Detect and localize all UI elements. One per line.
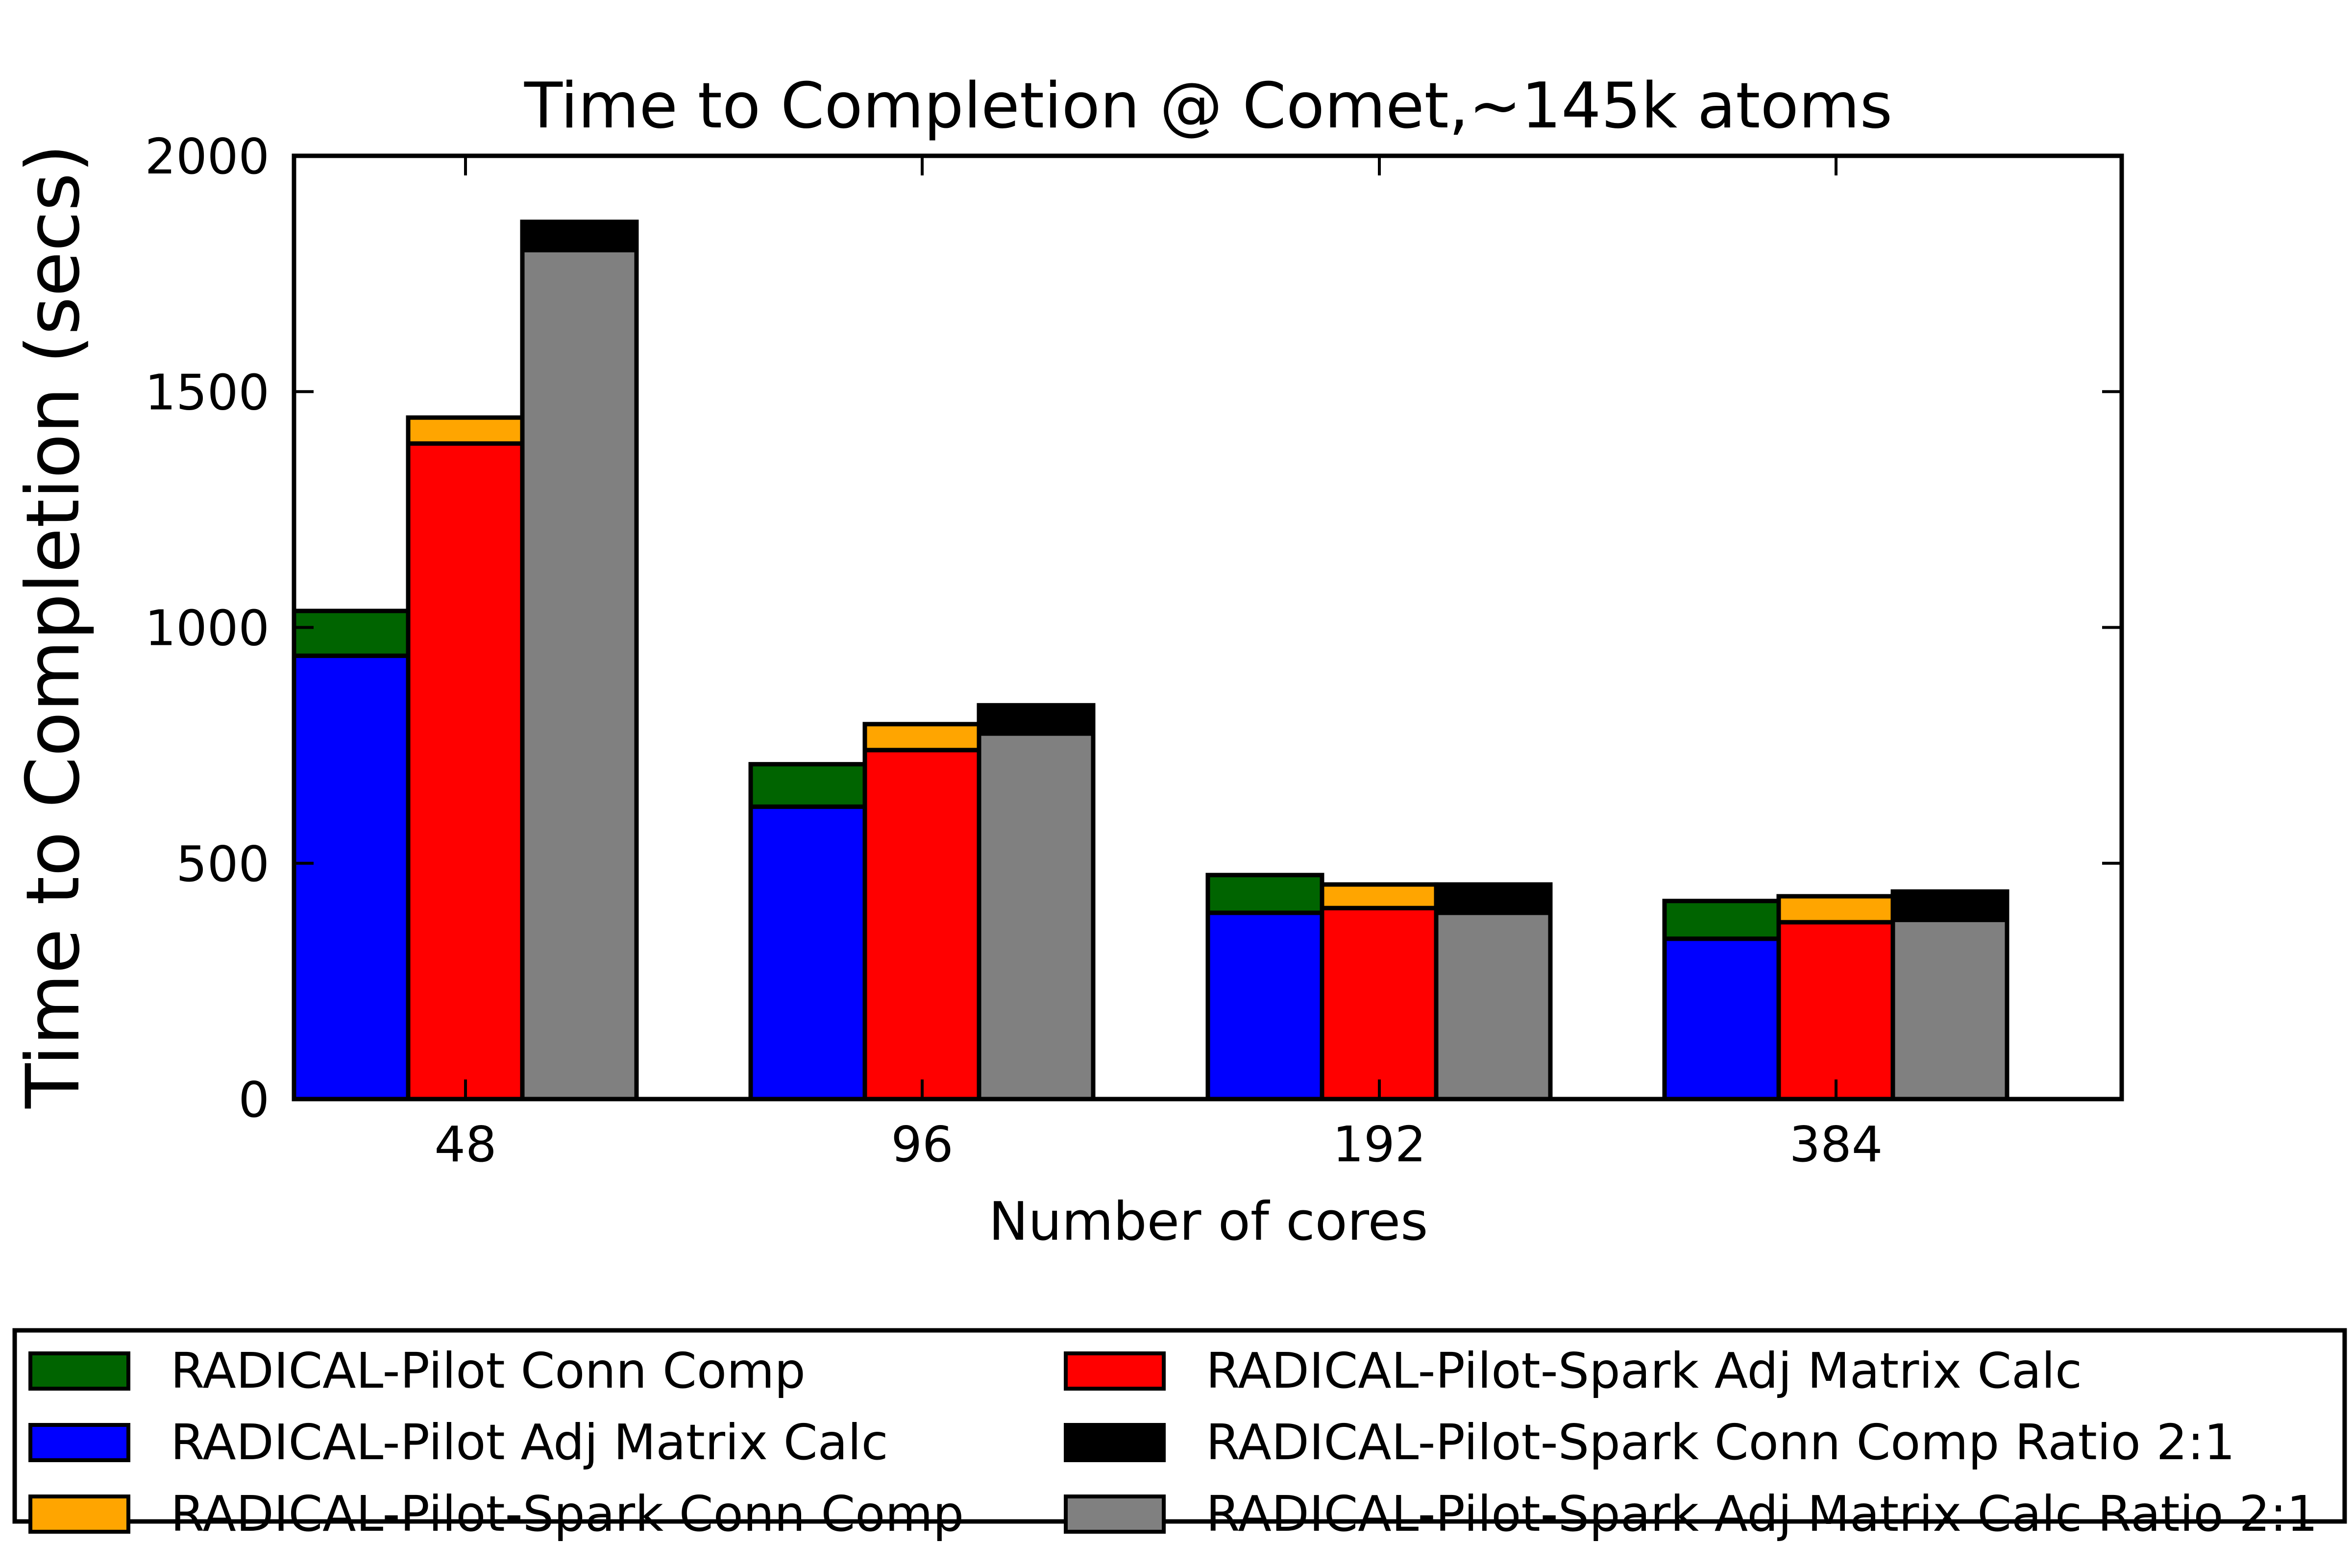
- legend-label-radical-pilot-spark-adj-matrix-calc-ratio-2-1: RADICAL-Pilot-Spark Adj Matrix Calc Rati…: [1206, 1485, 2318, 1543]
- bar-radical-pilot-spark-conn-comp-48: [406, 415, 525, 446]
- legend-swatch-radical-pilot-adj-matrix-calc: [28, 1423, 130, 1462]
- bar-radical-pilot-adj-matrix-calc-48: [292, 653, 411, 1102]
- legend: RADICAL-Pilot Conn Comp RADICAL-Pilot Adj…: [12, 1328, 2347, 1543]
- legend-frame: [12, 1328, 2347, 1524]
- bar-radical-pilot-spark-conn-comp-ratio-2-1-192: [1434, 882, 1553, 915]
- x-tick-label: 192: [1333, 1116, 1426, 1173]
- legend-swatch-radical-pilot-spark-conn-comp: [28, 1494, 130, 1534]
- bar-radical-pilot-adj-matrix-calc-384: [1662, 936, 1781, 1102]
- bar-radical-pilot-spark-conn-comp-384: [1776, 894, 1895, 925]
- legend-label-radical-pilot-adj-matrix-calc: RADICAL-Pilot Adj Matrix Calc: [171, 1414, 888, 1471]
- legend-label-radical-pilot-spark-conn-comp: RADICAL-Pilot-Spark Conn Comp: [171, 1485, 964, 1543]
- x-axis-label: Number of cores: [989, 1191, 1428, 1252]
- bar-radical-pilot-conn-comp-384: [1662, 899, 1781, 941]
- y-axis-label: Time to Completion (secs): [11, 144, 96, 1109]
- legend-label-radical-pilot-spark-conn-comp-ratio-2-1: RADICAL-Pilot-Spark Conn Comp Ratio 2:1: [1206, 1414, 2235, 1471]
- bar-radical-pilot-spark-adj-matrix-calc-192: [1320, 906, 1439, 1102]
- bar-radical-pilot-spark-conn-comp-192: [1320, 882, 1439, 910]
- y-tick-label: 1000: [145, 600, 270, 657]
- plot-area: 0 500 1000 1500 2000 48 96 192 384: [145, 128, 2124, 1173]
- bar-radical-pilot-spark-conn-comp-ratio-2-1-48: [520, 220, 639, 252]
- bar-radical-pilot-conn-comp-192: [1205, 873, 1324, 915]
- bar-radical-pilot-spark-adj-matrix-calc-ratio-2-1-192: [1434, 910, 1553, 1102]
- legend-swatch-radical-pilot-spark-adj-matrix-calc-ratio-2-1: [1064, 1494, 1166, 1534]
- legend-label-radical-pilot-conn-comp: RADICAL-Pilot Conn Comp: [171, 1342, 806, 1399]
- bar-radical-pilot-spark-conn-comp-ratio-2-1-96: [977, 703, 1096, 736]
- bar-radical-pilot-spark-adj-matrix-calc-ratio-2-1-384: [1890, 917, 2009, 1102]
- bar-radical-pilot-conn-comp-96: [748, 762, 867, 809]
- bar-radical-pilot-spark-conn-comp-ratio-2-1-384: [1890, 889, 2009, 922]
- bar-radical-pilot-spark-adj-matrix-calc-ratio-2-1-48: [520, 248, 639, 1102]
- bar-radical-pilot-spark-adj-matrix-calc-48: [406, 441, 525, 1102]
- bar-radical-pilot-spark-adj-matrix-calc-ratio-2-1-96: [977, 731, 1096, 1102]
- y-tick-label: 500: [176, 835, 270, 893]
- x-tick-label: 96: [891, 1116, 953, 1173]
- x-tick-label: 48: [434, 1116, 496, 1173]
- legend-swatch-radical-pilot-spark-adj-matrix-calc: [1064, 1351, 1166, 1391]
- y-tick-label: 1500: [145, 364, 270, 421]
- chart-title: Time to Completion @ Comet,~145k atoms: [524, 70, 1892, 143]
- bar-radical-pilot-spark-adj-matrix-calc-384: [1776, 920, 1895, 1102]
- legend-swatch-radical-pilot-conn-comp: [28, 1351, 130, 1391]
- bar-radical-pilot-spark-adj-matrix-calc-96: [862, 748, 981, 1102]
- bar-radical-pilot-spark-conn-comp-96: [862, 722, 981, 753]
- legend-label-radical-pilot-spark-adj-matrix-calc: RADICAL-Pilot-Spark Adj Matrix Calc: [1206, 1342, 2082, 1399]
- bar-radical-pilot-adj-matrix-calc-96: [748, 804, 867, 1102]
- bar-radical-pilot-conn-comp-48: [292, 609, 411, 658]
- legend-swatch-radical-pilot-spark-conn-comp-ratio-2-1: [1064, 1423, 1166, 1462]
- x-tick-label: 384: [1789, 1116, 1883, 1173]
- y-tick-label: 2000: [145, 128, 270, 185]
- y-tick-label: 0: [238, 1071, 270, 1128]
- bar-radical-pilot-adj-matrix-calc-192: [1205, 910, 1324, 1102]
